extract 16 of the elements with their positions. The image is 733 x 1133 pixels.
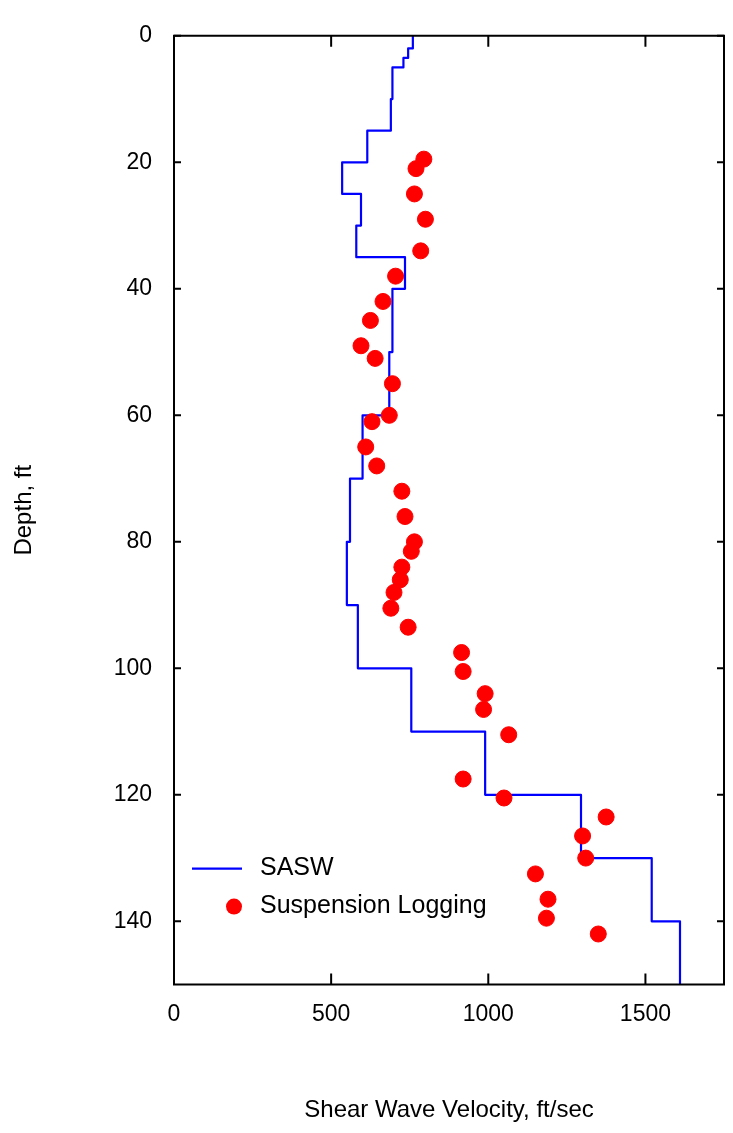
x-tick-label: 1000 bbox=[462, 999, 514, 1026]
x-tick-label: 0 bbox=[167, 999, 181, 1026]
x-tick-label: 1500 bbox=[619, 999, 672, 1026]
y-tick-label: 100 bbox=[113, 653, 152, 680]
y-tick-label: 140 bbox=[113, 906, 152, 933]
y-tick-label: 120 bbox=[113, 780, 152, 807]
y-axis-title: Depth, ft bbox=[9, 464, 37, 556]
x-tick-label: 500 bbox=[311, 999, 351, 1026]
y-tick-label: 60 bbox=[126, 400, 152, 427]
y-tick-label: 80 bbox=[126, 527, 152, 554]
y-tick-label: 20 bbox=[126, 147, 152, 174]
y-tick-label: 0 bbox=[139, 21, 152, 48]
legend-label: Suspension Logging bbox=[260, 890, 487, 919]
x-axis-title: Shear Wave Velocity, ft/sec bbox=[304, 1095, 594, 1123]
legend-label: SASW bbox=[260, 852, 335, 881]
y-tick-label: 40 bbox=[126, 274, 152, 301]
